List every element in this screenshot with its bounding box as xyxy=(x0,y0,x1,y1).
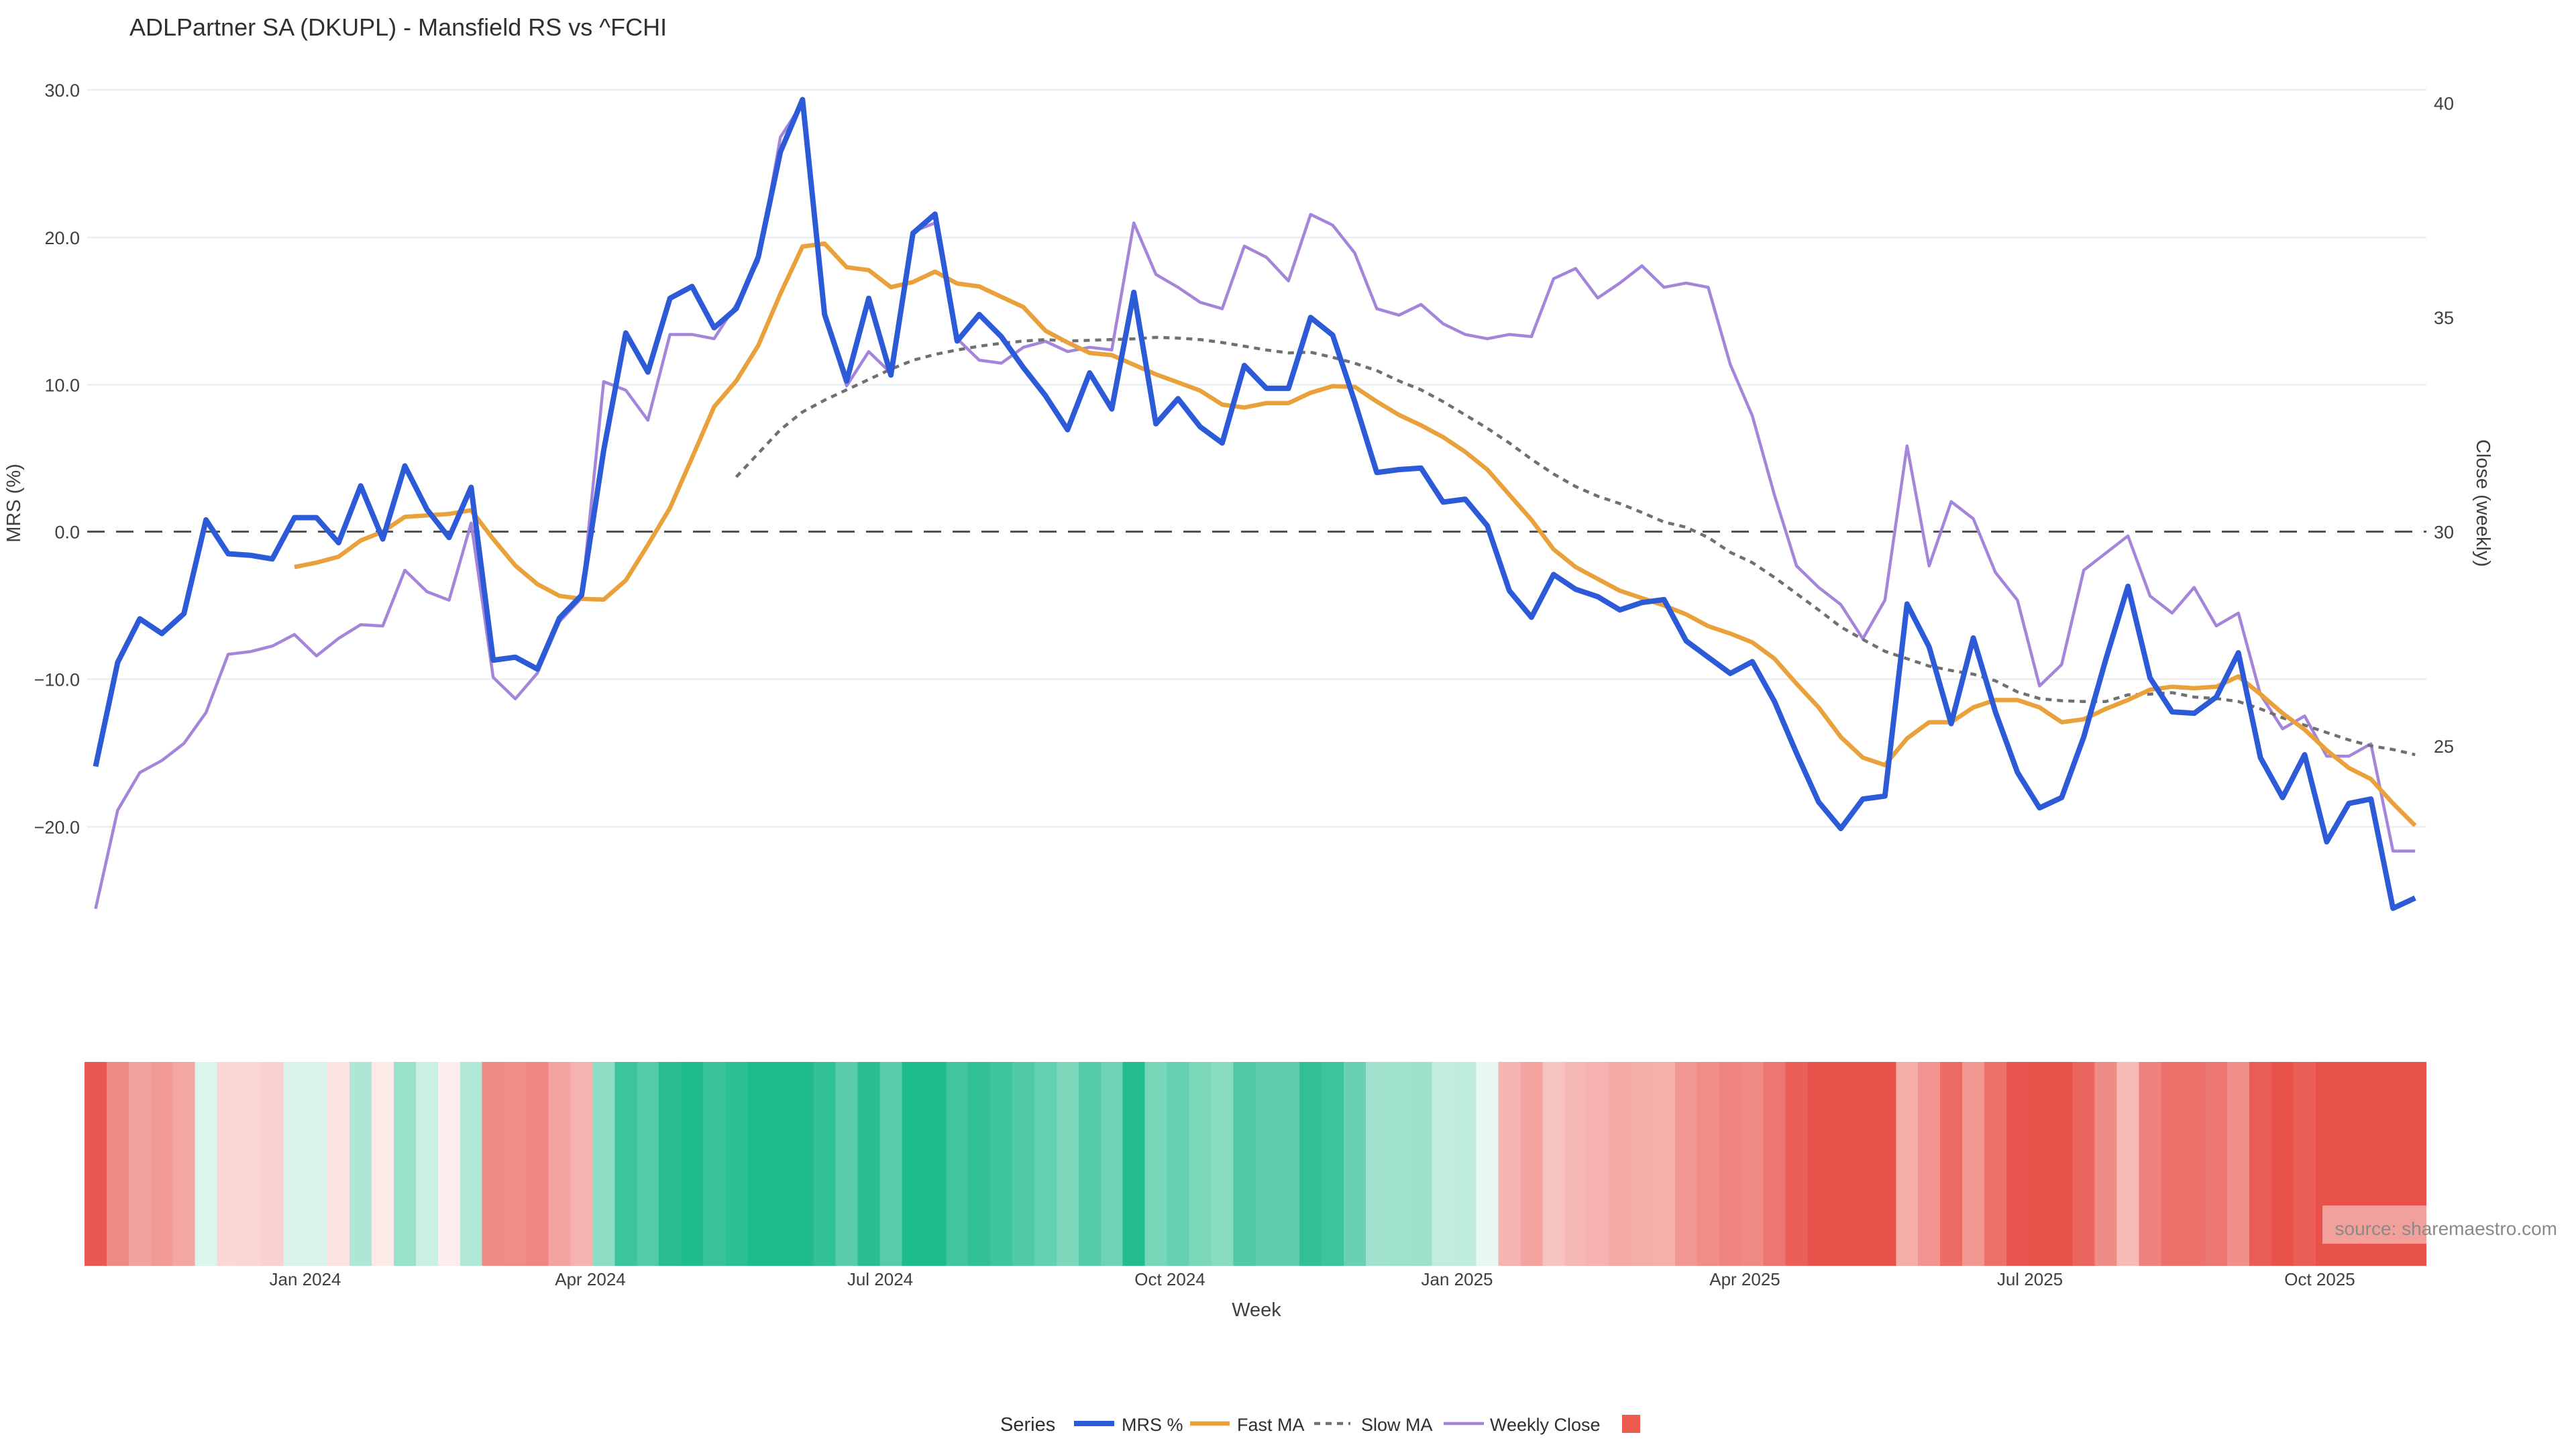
svg-text:Jul 2025: Jul 2025 xyxy=(1997,1269,2063,1289)
svg-text:Oct 2024: Oct 2024 xyxy=(1134,1269,1205,1289)
svg-text:25: 25 xyxy=(2434,737,2454,757)
svg-text:MRS %: MRS % xyxy=(1122,1415,1183,1435)
svg-text:Weekly Close: Weekly Close xyxy=(1490,1415,1601,1435)
svg-text:Oct 2025: Oct 2025 xyxy=(2284,1269,2355,1289)
svg-text:40: 40 xyxy=(2434,94,2454,114)
svg-text:20.0: 20.0 xyxy=(44,228,80,248)
svg-text:Jan 2024: Jan 2024 xyxy=(270,1269,341,1289)
svg-text:35: 35 xyxy=(2434,308,2454,328)
svg-text:0.0: 0.0 xyxy=(54,523,80,543)
svg-text:30.0: 30.0 xyxy=(44,80,80,101)
svg-text:Fast MA: Fast MA xyxy=(1237,1415,1305,1435)
svg-text:source: sharemaestro.com: source: sharemaestro.com xyxy=(2335,1218,2557,1239)
svg-text:Close (weekly): Close (weekly) xyxy=(2472,439,2493,567)
svg-text:Slow MA: Slow MA xyxy=(1361,1415,1433,1435)
svg-text:−20.0: −20.0 xyxy=(34,818,80,838)
svg-text:Series: Series xyxy=(1000,1414,1055,1436)
svg-text:Week: Week xyxy=(1232,1299,1281,1321)
svg-text:Jul 2024: Jul 2024 xyxy=(847,1269,913,1289)
svg-text:Apr 2025: Apr 2025 xyxy=(1709,1269,1780,1289)
svg-text:30: 30 xyxy=(2434,523,2454,543)
svg-text:MRS (%): MRS (%) xyxy=(3,464,25,543)
svg-text:−10.0: −10.0 xyxy=(34,670,80,690)
svg-text:Jan 2025: Jan 2025 xyxy=(1421,1269,1493,1289)
svg-text:ADLPartner SA (DKUPL) - Mansfi: ADLPartner SA (DKUPL) - Mansfield RS vs … xyxy=(129,13,667,41)
svg-text:10.0: 10.0 xyxy=(44,376,80,396)
svg-text:Apr 2024: Apr 2024 xyxy=(555,1269,626,1289)
